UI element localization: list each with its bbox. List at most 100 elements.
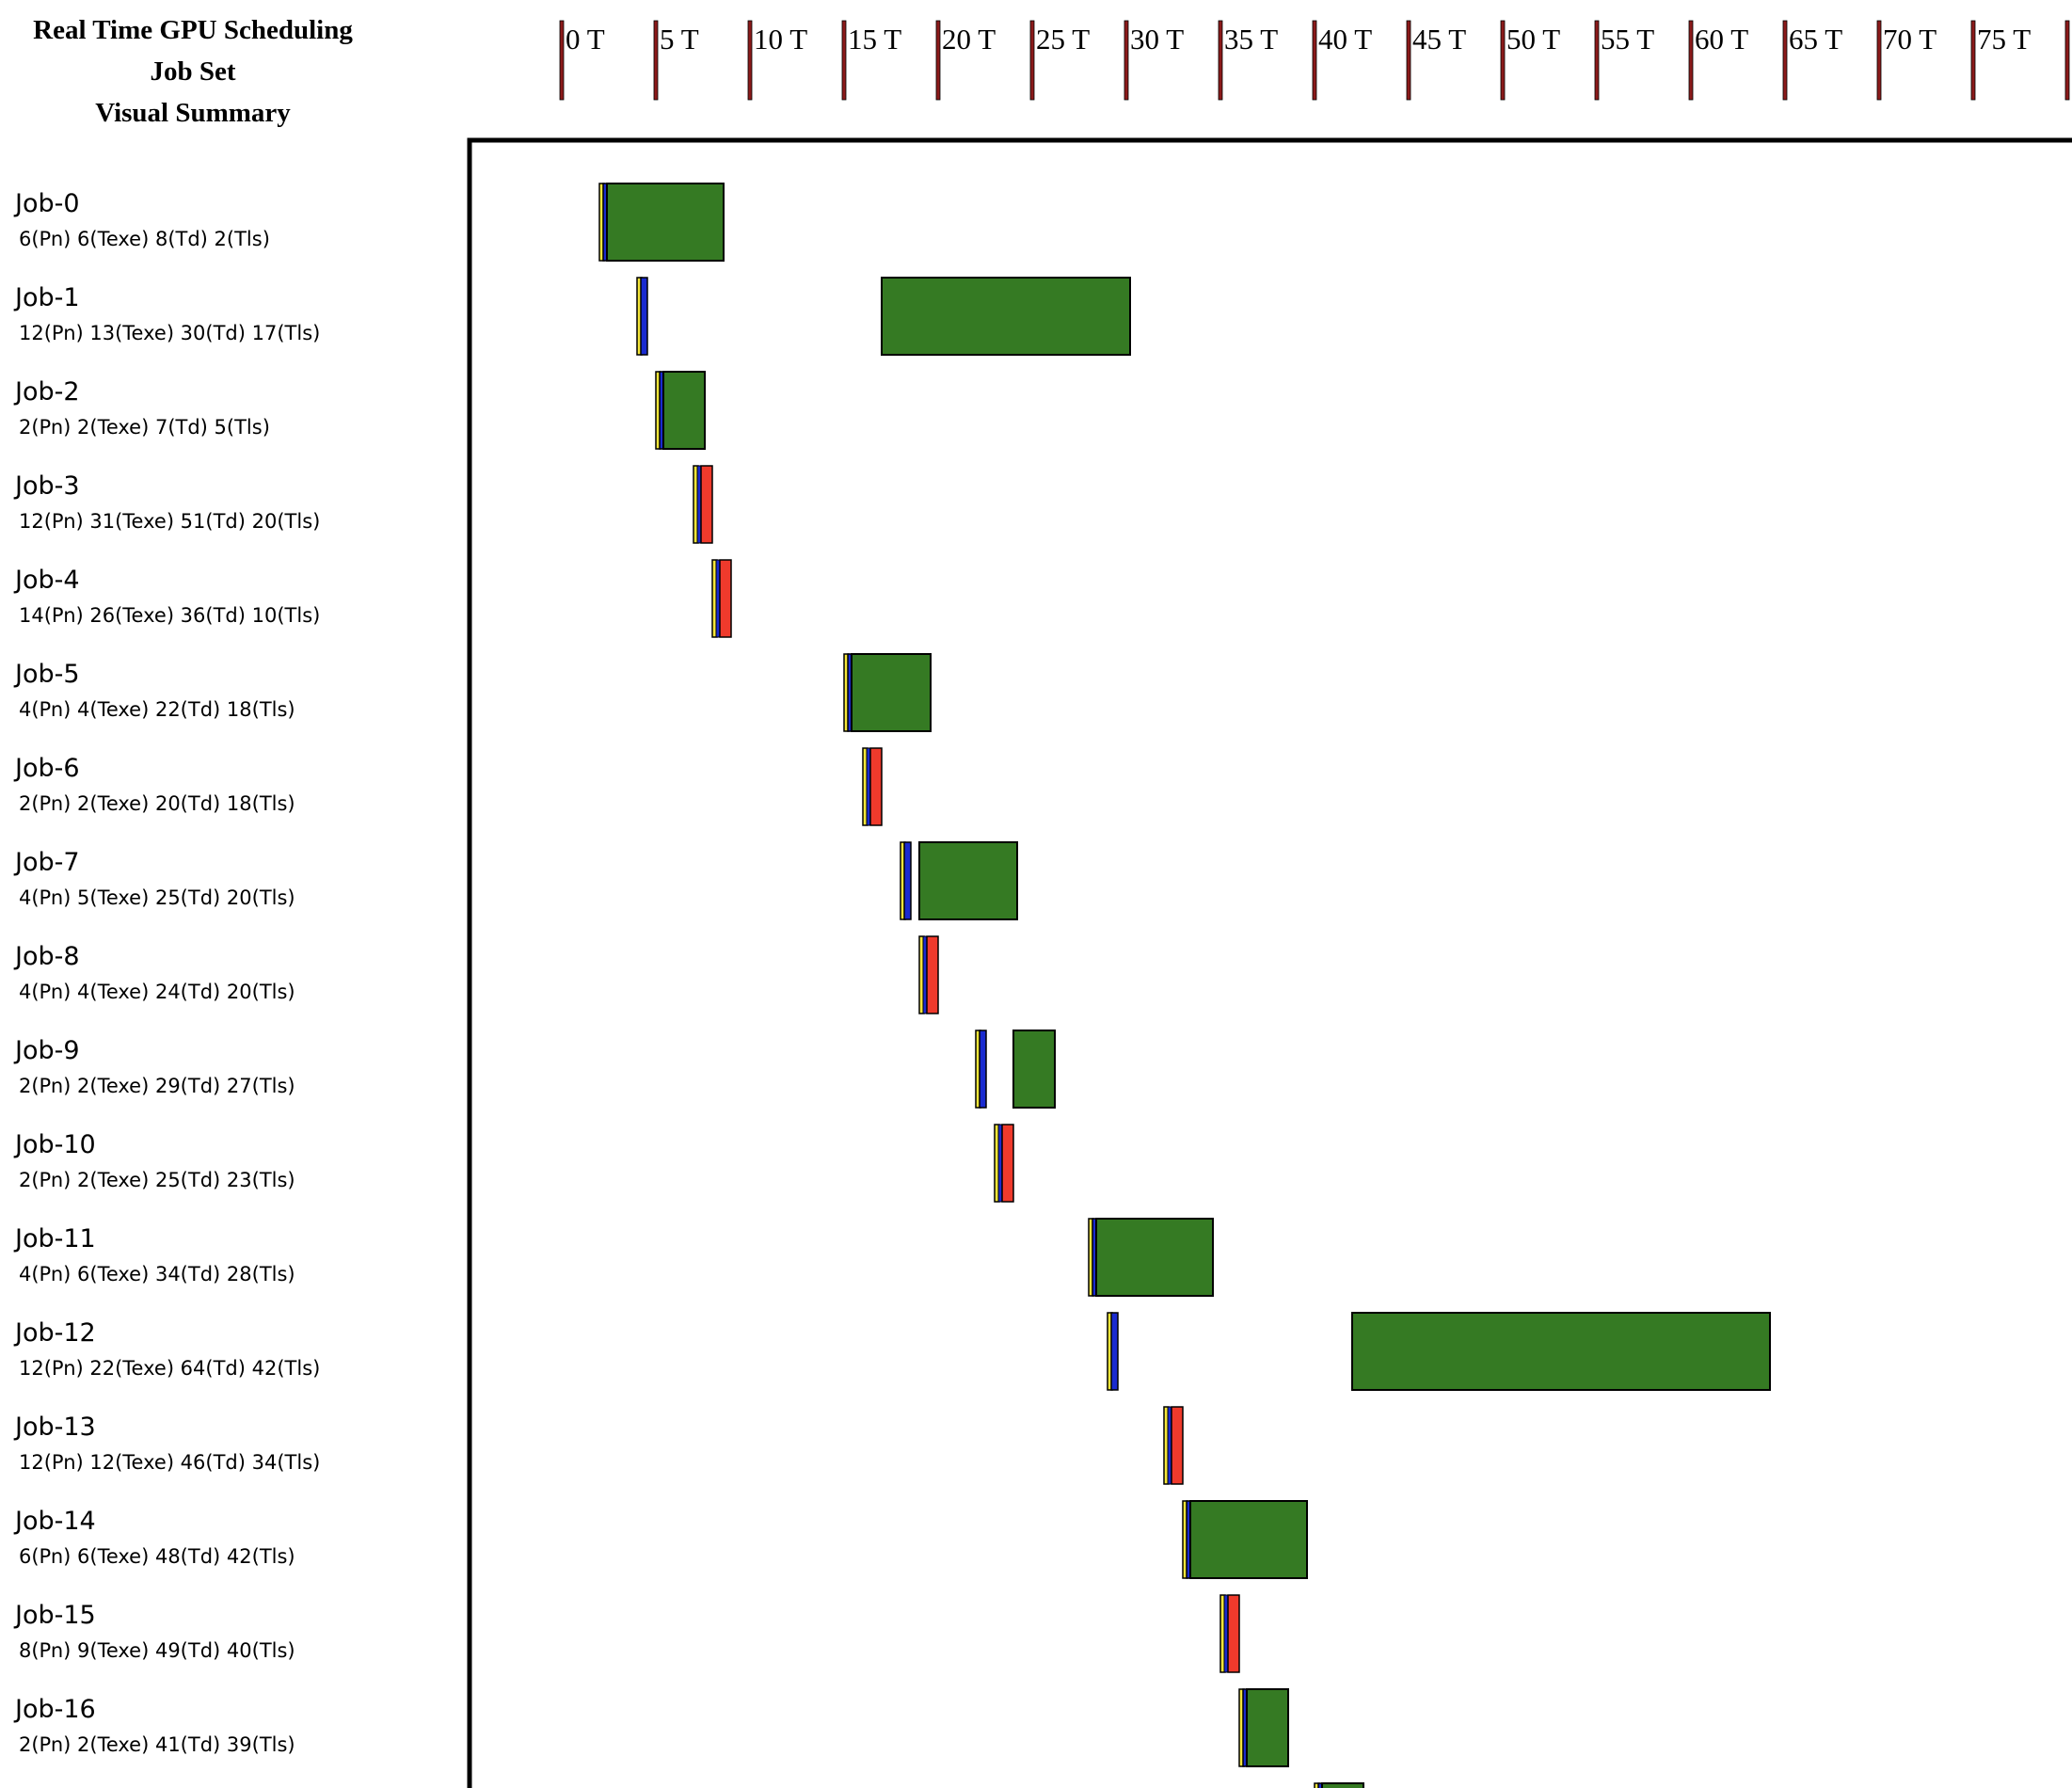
- execution-bar: [1351, 1312, 1771, 1391]
- x-tick: [1124, 20, 1129, 101]
- title-line-2: Job Set: [150, 56, 236, 87]
- job-params: 12(Pn) 22(Texe) 64(Td) 42(Tls): [19, 1357, 320, 1380]
- title-line-3: Visual Summary: [95, 98, 291, 128]
- job-name: Job-0: [13, 189, 80, 218]
- job-row: Job-11 4(Pn) 6(Texe) 34(Td) 28(Tls): [13, 1218, 1214, 1297]
- x-tick: [1876, 20, 1882, 101]
- x-tick-label: 75 T: [1977, 23, 2031, 56]
- x-tick-label: 35 T: [1224, 23, 1278, 56]
- job-row: Job-12 12(Pn) 22(Texe) 64(Td) 42(Tls): [13, 1312, 1771, 1391]
- job-name: Job-3: [13, 471, 80, 501]
- job-row: Job-14 6(Pn) 6(Texe) 48(Td) 42(Tls): [13, 1500, 1308, 1579]
- job-name: Job-2: [13, 377, 80, 407]
- release-bar: [979, 1030, 987, 1109]
- job-name: Job-10: [13, 1130, 96, 1159]
- execution-bar: [1189, 1500, 1308, 1579]
- job-name: Job-15: [13, 1601, 96, 1630]
- job-row: Job-10 2(Pn) 2(Texe) 25(Td) 23(Tls): [13, 1124, 1014, 1203]
- job-row: Job-16 2(Pn) 2(Texe) 41(Td) 39(Tls): [13, 1688, 1289, 1767]
- execution-bar: [918, 841, 1018, 920]
- x-tick: [1218, 20, 1223, 101]
- job-name: Job-14: [13, 1507, 96, 1536]
- job-name: Job-11: [13, 1224, 96, 1253]
- execution-bar: [662, 371, 706, 450]
- x-tick-label: 40 T: [1318, 23, 1372, 56]
- deadline-miss-bar: [700, 465, 713, 544]
- job-params: 6(Pn) 6(Texe) 8(Td) 2(Tls): [19, 228, 270, 250]
- job-params: 4(Pn) 4(Texe) 22(Td) 18(Tls): [19, 698, 295, 721]
- job-row: Job-3 12(Pn) 31(Texe) 51(Td) 20(Tls): [13, 465, 713, 544]
- execution-bar: [606, 183, 725, 262]
- x-tick: [1782, 20, 1788, 101]
- title-line-1: Real Time GPU Scheduling: [33, 15, 353, 45]
- x-tick-label: 60 T: [1695, 23, 1748, 56]
- time-axis: 0 T 5 T 10 T 15 T 20 T 25 T 30 T 35 T 40 T 45 T 50…: [559, 20, 2070, 101]
- x-tick-label: 0 T: [566, 23, 605, 56]
- job-name: Job-4: [13, 566, 80, 595]
- job-params: 2(Pn) 2(Texe) 41(Td) 39(Tls): [19, 1733, 295, 1756]
- job-name: Job-12: [13, 1318, 96, 1348]
- job-rows: Job-06(Pn) 6(Texe) 8(Td) 2(Tls)Job-112(P…: [13, 183, 1771, 1788]
- job-params: 12(Pn) 31(Texe) 51(Td) 20(Tls): [19, 510, 320, 533]
- deadline-miss-bar: [1001, 1124, 1014, 1203]
- x-tick-label: 25 T: [1036, 23, 1090, 56]
- x-tick: [653, 20, 659, 101]
- job-name: Job-5: [13, 660, 80, 689]
- job-params: 2(Pn) 2(Texe) 7(Td) 5(Tls): [19, 416, 270, 439]
- job-params: 12(Pn) 13(Texe) 30(Td) 17(Tls): [19, 322, 320, 344]
- job-params: 6(Pn) 6(Texe) 48(Td) 42(Tls): [19, 1545, 295, 1568]
- job-params: 8(Pn) 9(Texe) 49(Td) 40(Tls): [19, 1639, 295, 1662]
- x-tick-label: 15 T: [848, 23, 901, 56]
- plot-frame: [467, 137, 2072, 1788]
- job-name: Job-13: [13, 1413, 96, 1442]
- deadline-miss-bar: [1227, 1594, 1240, 1673]
- x-tick: [1312, 20, 1317, 101]
- x-tick: [747, 20, 753, 101]
- chart-title: Real Time GPU Scheduling Job Set Visual …: [0, 9, 386, 134]
- job-row: Job-1 12(Pn) 13(Texe) 30(Td) 17(Tls): [13, 277, 1131, 356]
- execution-bar: [881, 277, 1131, 356]
- x-tick: [841, 20, 847, 101]
- job-row: Job-7 4(Pn) 5(Texe) 25(Td) 20(Tls): [13, 841, 1018, 920]
- job-name: Job-6: [13, 754, 80, 783]
- release-marker: [1314, 1782, 1320, 1788]
- x-tick: [559, 20, 565, 101]
- x-tick-label: 5 T: [660, 23, 699, 56]
- job-params: 4(Pn) 5(Texe) 25(Td) 20(Tls): [19, 886, 295, 909]
- job-row: Job-15 8(Pn) 9(Texe) 49(Td) 40(Tls): [13, 1594, 1240, 1673]
- x-tick: [1406, 20, 1411, 101]
- execution-bar: [1012, 1030, 1056, 1109]
- job-row: Job-6 2(Pn) 2(Texe) 20(Td) 18(Tls): [13, 747, 883, 826]
- x-tick: [1970, 20, 1976, 101]
- x-tick: [2064, 20, 2070, 101]
- x-tick-label: 65 T: [1789, 23, 1842, 56]
- job-row: Job-2 2(Pn) 2(Texe) 7(Td) 5(Tls): [13, 371, 706, 450]
- release-bar: [1110, 1312, 1119, 1391]
- x-tick: [1594, 20, 1600, 101]
- deadline-miss-bar: [719, 559, 732, 638]
- x-tick: [1688, 20, 1694, 101]
- release-bar: [640, 277, 648, 356]
- x-tick-label: 55 T: [1601, 23, 1654, 56]
- job-params: 12(Pn) 12(Texe) 46(Td) 34(Tls): [19, 1451, 320, 1474]
- release-bar: [903, 841, 912, 920]
- job-row: Job-8 4(Pn) 4(Texe) 24(Td) 20(Tls): [13, 935, 939, 1014]
- job-params: 4(Pn) 4(Texe) 24(Td) 20(Tls): [19, 981, 295, 1003]
- x-tick-label: 45 T: [1412, 23, 1466, 56]
- job-row: Job-0 6(Pn) 6(Texe) 8(Td) 2(Tls): [13, 183, 725, 262]
- job-name: Job-7: [13, 848, 80, 877]
- job-name: Job-9: [13, 1036, 80, 1065]
- deadline-miss-bar: [926, 935, 939, 1014]
- x-tick-label: 10 T: [754, 23, 807, 56]
- job-row: Job-9 2(Pn) 2(Texe) 29(Td) 27(Tls): [13, 1030, 1056, 1109]
- x-tick: [935, 20, 941, 101]
- job-row: Job-13 12(Pn) 12(Texe) 46(Td) 34(Tls): [13, 1406, 1184, 1485]
- job-row: Job-5 4(Pn) 4(Texe) 22(Td) 18(Tls): [13, 653, 932, 732]
- job-params: 2(Pn) 2(Texe) 20(Td) 18(Tls): [19, 792, 295, 815]
- deadline-miss-bar: [1171, 1406, 1184, 1485]
- execution-bar: [1246, 1688, 1289, 1767]
- x-tick-label: 70 T: [1883, 23, 1937, 56]
- job-row: Job-4 14(Pn) 26(Texe) 36(Td) 10(Tls): [13, 559, 732, 638]
- x-tick: [1029, 20, 1035, 101]
